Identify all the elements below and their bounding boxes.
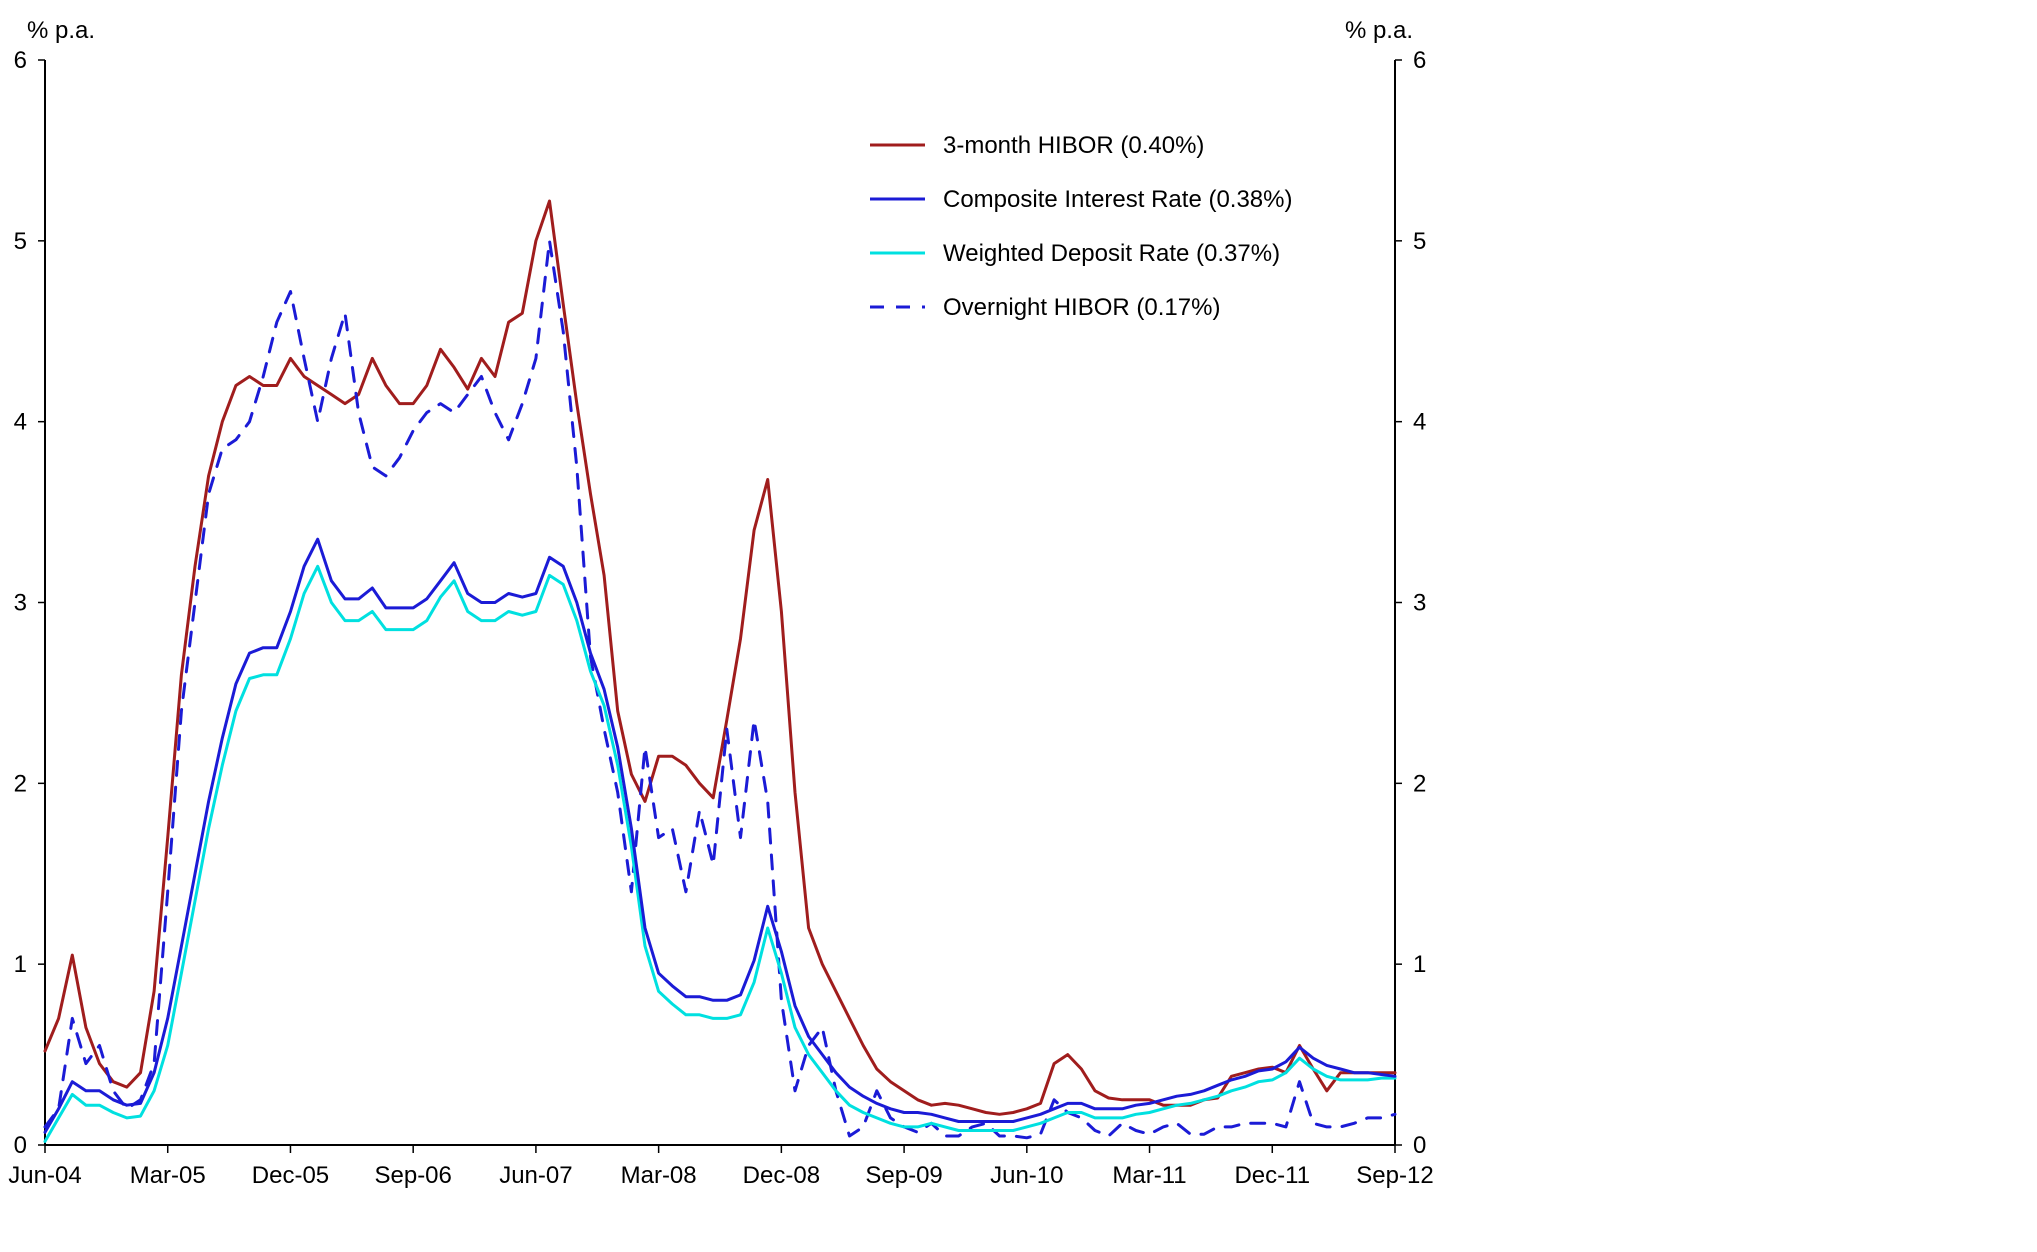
x-tick-label: Mar-11	[1112, 1162, 1186, 1189]
y-axis-label-left: % p.a.	[27, 17, 95, 44]
x-tick-label: Mar-08	[621, 1162, 697, 1189]
x-tick-label: Jun-07	[499, 1162, 572, 1189]
y-tick-right: 2	[1413, 770, 1426, 797]
y-tick-right: 1	[1413, 951, 1426, 978]
series-line	[45, 566, 1395, 1141]
y-tick-left: 1	[14, 951, 27, 978]
legend-label: Overnight HIBOR (0.17%)	[943, 294, 1220, 321]
y-tick-left: 6	[14, 47, 27, 74]
y-tick-right: 5	[1413, 228, 1426, 255]
legend-label: 3-month HIBOR (0.40%)	[943, 132, 1204, 159]
series-line	[45, 539, 1395, 1132]
x-tick-label: Sep-06	[374, 1162, 451, 1189]
legend-label: Weighted Deposit Rate (0.37%)	[943, 240, 1280, 267]
x-tick-label: Sep-09	[865, 1162, 942, 1189]
x-tick-label: Jun-04	[8, 1162, 81, 1189]
legend-label: Composite Interest Rate (0.38%)	[943, 186, 1293, 213]
series-line	[45, 241, 1395, 1138]
y-tick-left: 5	[14, 228, 27, 255]
x-tick-label: Sep-12	[1356, 1162, 1433, 1189]
y-tick-right: 0	[1413, 1132, 1426, 1159]
y-tick-right: 6	[1413, 47, 1426, 74]
x-tick-label: Jun-10	[990, 1162, 1063, 1189]
x-tick-label: Dec-08	[743, 1162, 820, 1189]
y-tick-right: 3	[1413, 590, 1426, 617]
y-tick-left: 2	[14, 770, 27, 797]
y-tick-left: 0	[14, 1132, 27, 1159]
y-axis-label-right: % p.a.	[1345, 17, 1413, 44]
x-tick-label: Mar-05	[130, 1162, 206, 1189]
y-tick-left: 4	[14, 409, 27, 436]
y-tick-left: 3	[14, 590, 27, 617]
chart-svg: % p.a. % p.a. 0 0 1 1 2 2 3 3 4 4 5 5 6 6 Jun-04 Mar-05 De…	[0, 0, 2037, 1252]
y-tick-right: 4	[1413, 409, 1426, 436]
line-chart: % p.a. % p.a. 0 0 1 1 2 2 3 3 4 4 5 5 6 6 Jun-04 Mar-05 De…	[0, 0, 2037, 1252]
x-tick-label: Dec-05	[252, 1162, 329, 1189]
x-tick-label: Dec-11	[1234, 1162, 1310, 1189]
